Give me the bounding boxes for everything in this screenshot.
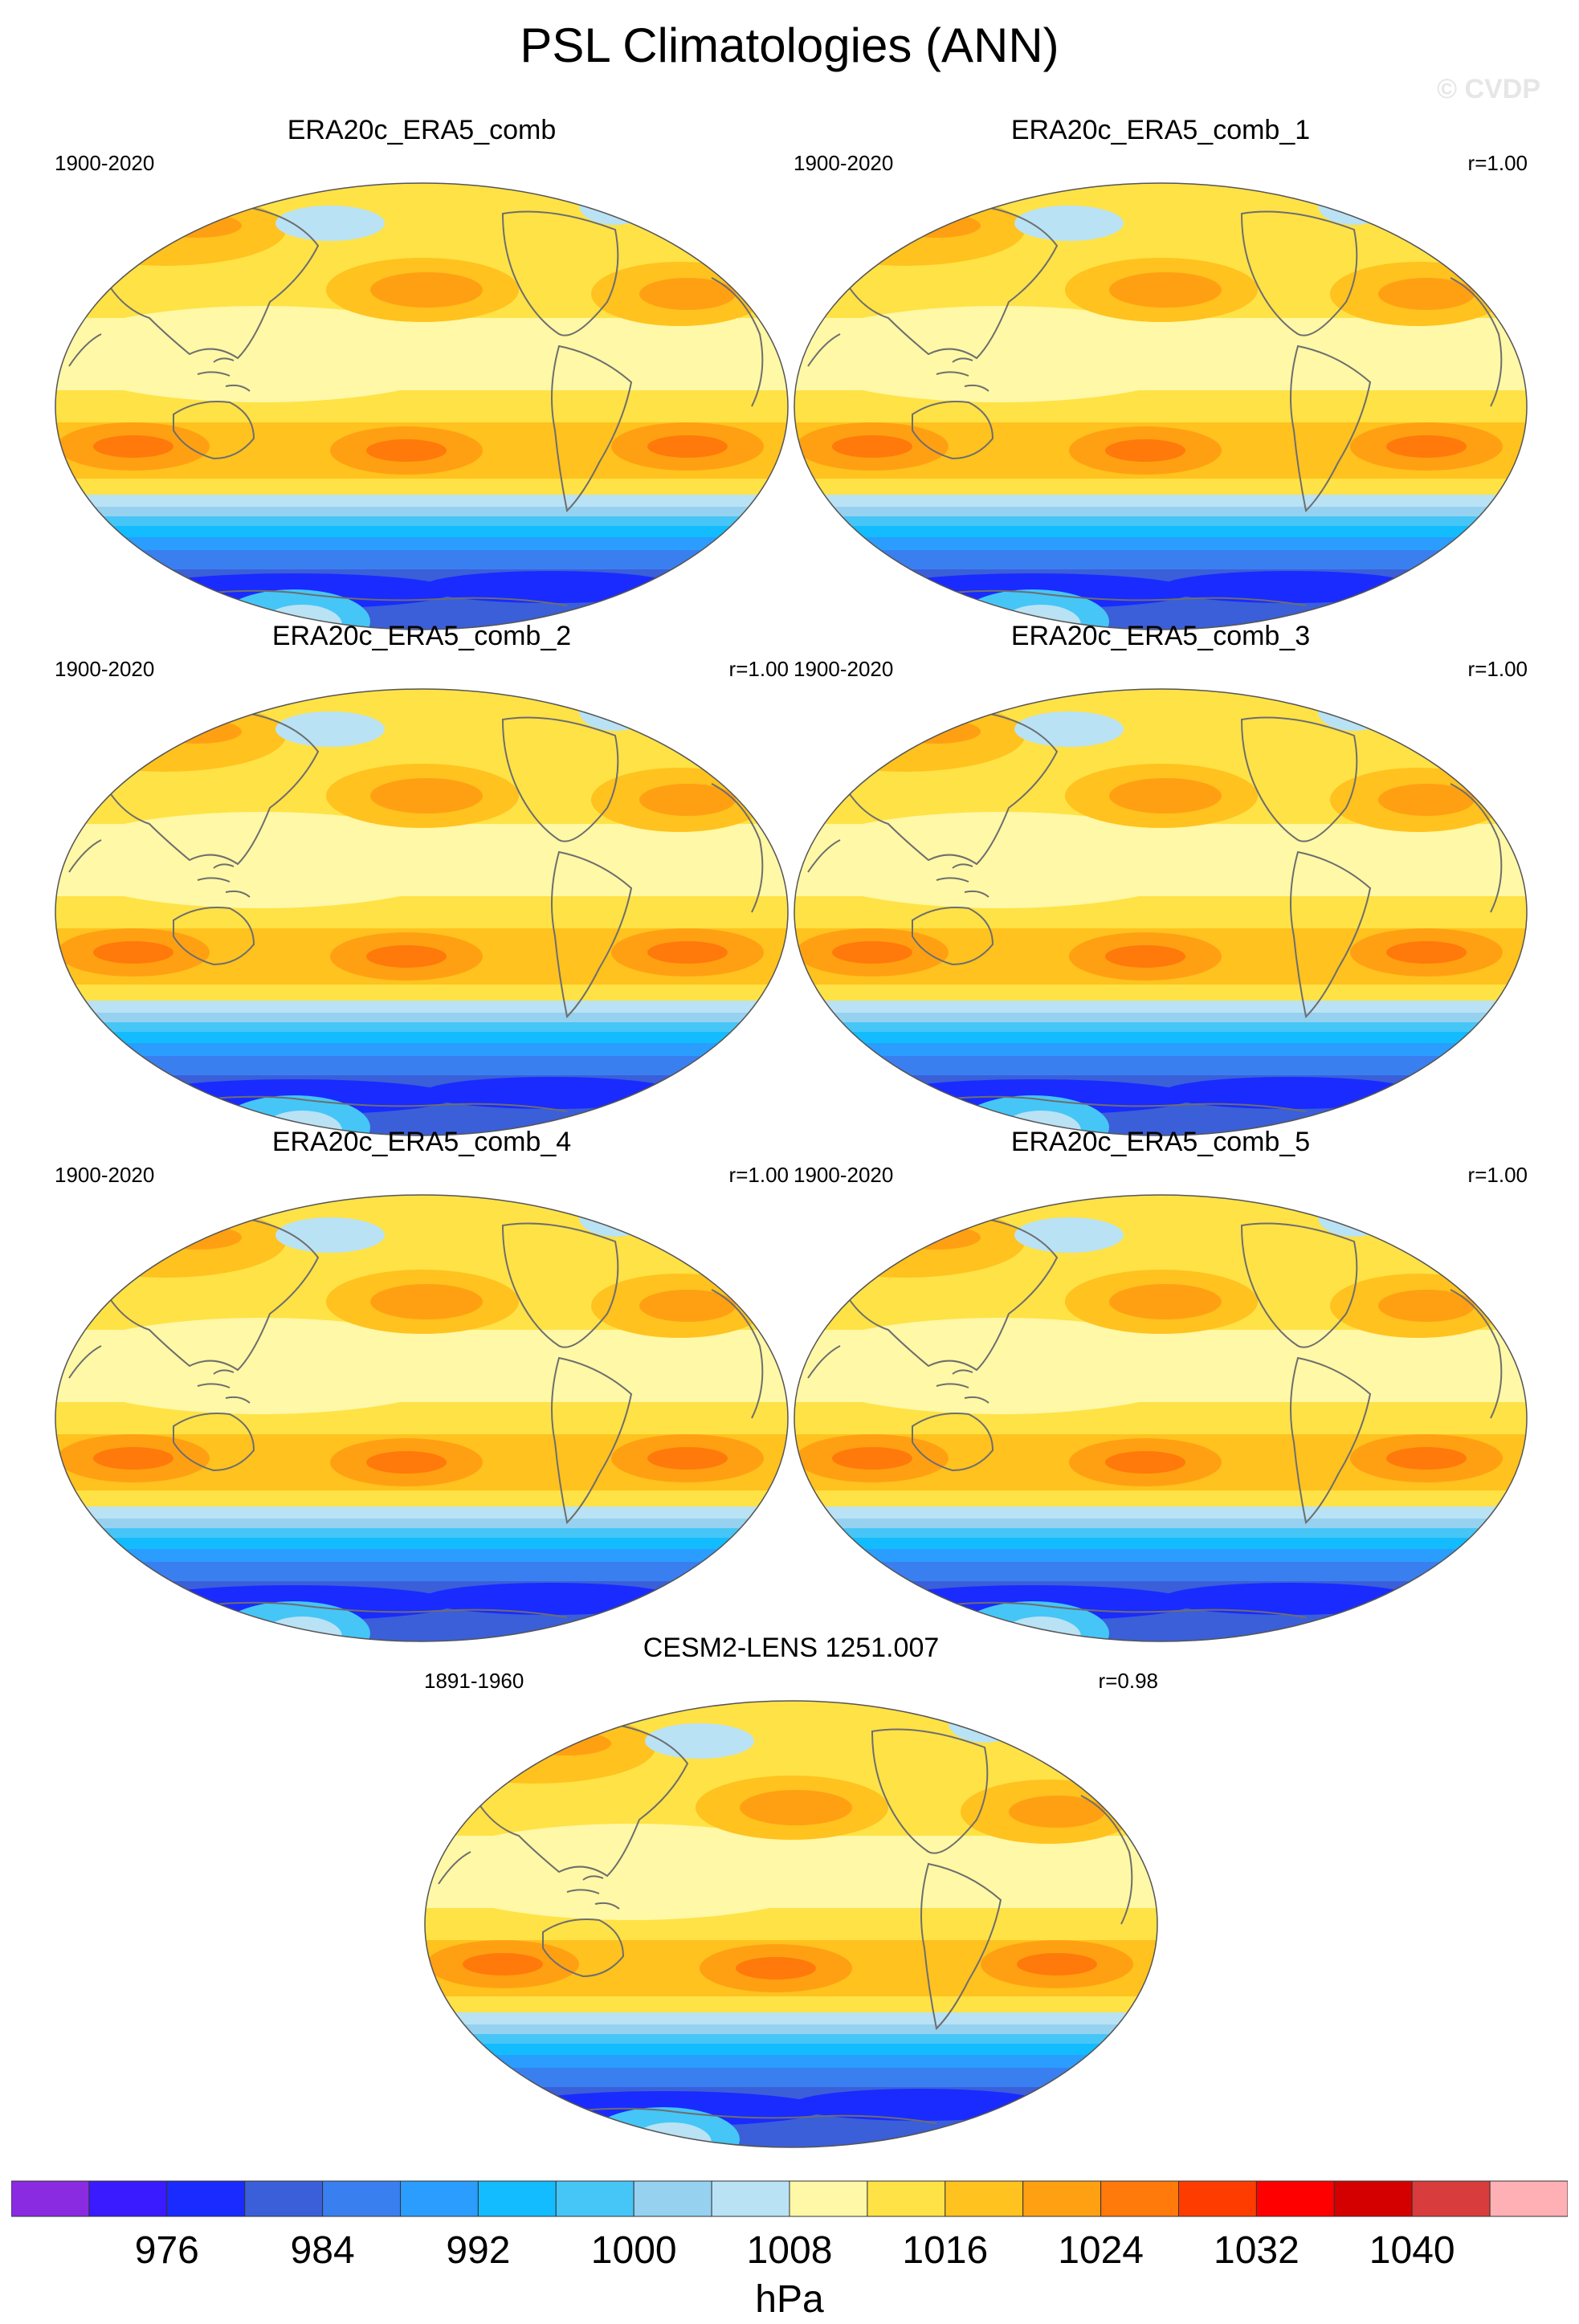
- colorbar-tick-label: 992: [446, 2229, 511, 2272]
- colorbar-bin: [244, 2180, 324, 2217]
- panel-title: ERA20c_ERA5_comb_5: [1010, 1127, 1311, 1157]
- psl-map: [55, 1194, 789, 1642]
- panel-correlation: r=1.00: [728, 657, 789, 681]
- colorbar-bin: [945, 2180, 1024, 2217]
- cvdp-credit: © CVDP: [1437, 74, 1540, 104]
- colorbar-bin: [1100, 2180, 1179, 2217]
- map-boundary: [794, 1194, 1528, 1642]
- map-panel: CESM2-LENS 1251.007 1891-1960 r=0.98: [422, 1632, 1160, 2148]
- colorbar-bin: [1255, 2180, 1335, 2217]
- panel-title: ERA20c_ERA5_comb_2: [271, 621, 572, 651]
- map-boundary: [55, 1194, 789, 1642]
- panel-period: 1900-2020: [55, 657, 155, 681]
- figure-title: PSL Climatologies (ANN): [520, 18, 1059, 72]
- map-boundary: [55, 182, 789, 630]
- colorbar-bin: [477, 2180, 557, 2217]
- psl-map: [55, 182, 789, 630]
- psl-map: [794, 688, 1528, 1136]
- psl-map: [794, 1194, 1528, 1642]
- map-panel: ERA20c_ERA5_comb_3 1900-2020 r=1.00: [792, 620, 1529, 1136]
- panel-title: ERA20c_ERA5_comb_3: [1010, 621, 1311, 651]
- colorbar-bin: [400, 2180, 479, 2217]
- colorbar-bin: [166, 2180, 246, 2217]
- map-panel: ERA20c_ERA5_comb_4 1900-2020 r=1.00: [53, 1126, 790, 1642]
- panel-correlation: r=1.00: [1467, 1163, 1528, 1187]
- colorbar-bin: [1178, 2180, 1257, 2217]
- map-boundary: [794, 182, 1528, 630]
- panel-period: 1900-2020: [794, 657, 894, 681]
- psl-map: [794, 182, 1528, 630]
- panel-period: 1900-2020: [794, 1163, 894, 1187]
- map-panel: ERA20c_ERA5_comb_5 1900-2020 r=1.00: [792, 1126, 1529, 1642]
- colorbar-tick-label: 1016: [902, 2229, 989, 2272]
- colorbar-bin: [1411, 2180, 1491, 2217]
- colorbar-tick-label: 1000: [590, 2229, 677, 2272]
- colorbar-bin: [633, 2180, 712, 2217]
- map-boundary: [55, 688, 789, 1136]
- colorbar-bin: [1489, 2180, 1568, 2217]
- colorbar-bin: [11, 2180, 90, 2217]
- colorbar-bin: [88, 2180, 168, 2217]
- panel-period: 1900-2020: [55, 1163, 155, 1187]
- colorbar-tick-label: 1008: [746, 2229, 833, 2272]
- panel-correlation: r=1.00: [728, 1163, 789, 1187]
- map-panel: ERA20c_ERA5_comb 1900-2020: [53, 114, 790, 630]
- psl-map: [55, 688, 789, 1136]
- colorbar-bin: [1022, 2180, 1102, 2217]
- panel-period: 1900-2020: [794, 151, 894, 175]
- colorbar-tick-label: 1024: [1058, 2229, 1144, 2272]
- map-panel: ERA20c_ERA5_comb_2 1900-2020 r=1.00: [53, 620, 790, 1136]
- panel-title: ERA20c_ERA5_comb: [287, 115, 557, 145]
- panel-title: ERA20c_ERA5_comb_4: [271, 1127, 572, 1157]
- panel-correlation: r=1.00: [1467, 657, 1528, 681]
- psl-map: [424, 1700, 1158, 2148]
- colorbar: [11, 2180, 1568, 2217]
- panel-title: CESM2-LENS 1251.007: [643, 1633, 940, 1663]
- colorbar-bin: [711, 2180, 790, 2217]
- colorbar-tick-label: 984: [290, 2229, 355, 2272]
- colorbar-bin: [555, 2180, 634, 2217]
- map-boundary: [424, 1700, 1158, 2148]
- panel-period: 1900-2020: [55, 151, 155, 175]
- panel-period: 1891-1960: [424, 1669, 524, 1693]
- colorbar-bin: [322, 2180, 402, 2217]
- map-panel: ERA20c_ERA5_comb_1 1900-2020 r=1.00: [792, 114, 1529, 630]
- colorbar-bin: [789, 2180, 868, 2217]
- colorbar-tick-label: 976: [134, 2229, 199, 2272]
- colorbar-bin: [867, 2180, 946, 2217]
- colorbar-units: hPa: [755, 2278, 824, 2321]
- colorbar-tick-label: 1040: [1369, 2229, 1455, 2272]
- panel-title: ERA20c_ERA5_comb_1: [1010, 115, 1311, 145]
- panel-correlation: r=1.00: [1467, 151, 1528, 175]
- panel-correlation: r=0.98: [1098, 1669, 1158, 1693]
- map-boundary: [794, 688, 1528, 1136]
- colorbar-bin: [1333, 2180, 1413, 2217]
- colorbar-tick-label: 1032: [1214, 2229, 1300, 2272]
